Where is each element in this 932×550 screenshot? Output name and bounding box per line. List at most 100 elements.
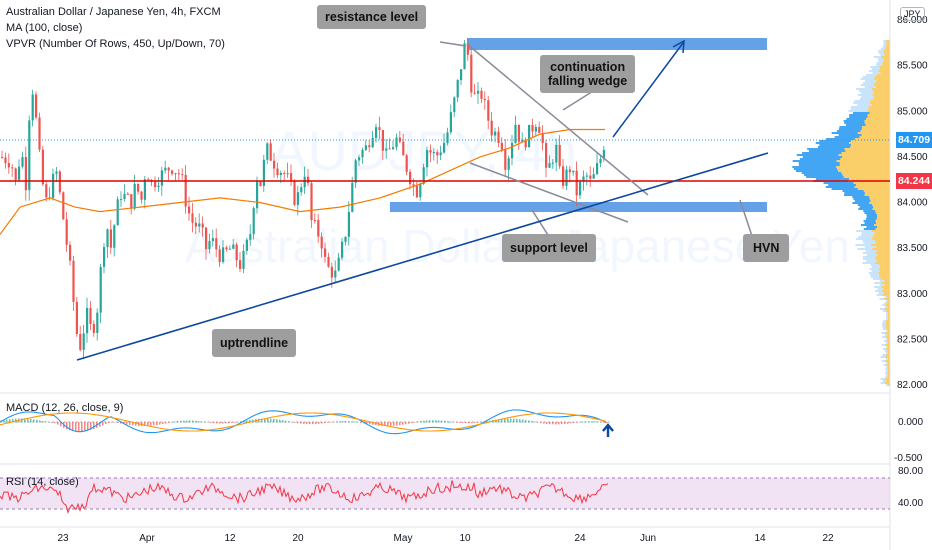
vp-bar-yellow	[879, 270, 890, 272]
vp-bar-blue	[882, 328, 887, 330]
vp-bar-blue	[799, 158, 841, 160]
wedge-lower-line[interactable]	[469, 162, 629, 223]
vp-bar-yellow	[883, 50, 890, 52]
support-label[interactable]: support level	[502, 234, 596, 262]
macd-bar	[219, 422, 221, 424]
vp-bar-blue	[886, 366, 888, 368]
macd-bar	[54, 422, 56, 424]
resistance-zone[interactable]	[467, 38, 767, 50]
vp-bar-blue	[870, 66, 880, 68]
macd-bar	[555, 422, 557, 425]
macd-bar	[276, 419, 278, 423]
macd-bar	[438, 420, 440, 423]
vp-bar-blue	[864, 212, 876, 214]
time-axis[interactable]: 23 Apr 12 20 May 10 24 Jun 14 22	[57, 533, 834, 544]
macd-bar	[21, 418, 23, 423]
vp-bar-blue	[878, 50, 884, 52]
macd-bar	[591, 421, 593, 423]
vp-bar-blue	[853, 102, 870, 104]
hvn-label[interactable]: HVN	[743, 234, 790, 262]
macd-bar	[213, 422, 215, 424]
vp-bar-yellow	[874, 92, 890, 94]
wedge-upper-line[interactable]	[466, 43, 649, 196]
macd-bar	[168, 422, 170, 423]
vp-bar-blue	[858, 236, 873, 238]
vp-bar-yellow	[872, 236, 890, 238]
vp-bar-yellow	[886, 320, 890, 322]
macd-bar	[342, 421, 344, 423]
macd-bar	[264, 418, 266, 423]
vp-bar-blue	[880, 356, 885, 358]
candle-body	[279, 172, 282, 176]
vp-bar-yellow	[840, 158, 890, 160]
macd-bar	[414, 422, 416, 423]
macd-bar	[390, 422, 392, 426]
candle-body	[143, 179, 146, 200]
macd-bar	[582, 421, 584, 423]
candle-body	[184, 175, 187, 207]
macd-bar	[336, 421, 338, 423]
candle-body	[307, 176, 310, 184]
vp-bar-blue	[884, 302, 887, 304]
vp-bar-blue	[882, 326, 886, 328]
continuation-label-line2: falling wedge	[548, 74, 628, 88]
candle-body	[592, 174, 595, 179]
level-price-tag: 84.244	[896, 173, 932, 189]
vp-bar-blue	[878, 292, 884, 294]
projection-arrow[interactable]	[612, 42, 684, 138]
macd-bar	[186, 420, 188, 423]
vp-bar-blue	[886, 352, 888, 354]
vp-bar-yellow	[884, 356, 890, 358]
macd-bar	[24, 418, 26, 423]
candle-body	[531, 124, 534, 132]
time-tick-9: 22	[822, 533, 834, 544]
candle-body	[208, 241, 211, 250]
macd-bar	[552, 422, 554, 425]
price-tick-6: 83.000	[897, 289, 928, 300]
support-zone[interactable]	[390, 202, 767, 212]
vp-bar-blue	[868, 272, 879, 274]
uptrend-line[interactable]	[76, 152, 769, 361]
macd-bar	[93, 422, 95, 430]
vp-bar-yellow	[886, 42, 890, 44]
candle-body	[490, 120, 493, 136]
vp-bar-blue	[885, 374, 888, 376]
uptrend-label[interactable]: uptrendline	[212, 329, 297, 357]
vp-bar-blue	[885, 358, 888, 360]
vp-bar-yellow	[875, 252, 890, 254]
candle-body	[120, 199, 123, 201]
rsi-legend: RSI (14, close)	[6, 476, 79, 488]
vp-bar-blue	[863, 258, 876, 260]
vp-bar-yellow	[836, 160, 890, 162]
vp-bar-blue	[885, 372, 888, 374]
macd-bar	[570, 422, 572, 424]
vp-bar-blue	[823, 182, 854, 184]
vp-bar-blue	[806, 176, 844, 178]
macd-bar	[270, 418, 272, 423]
vp-bar-yellow	[887, 358, 890, 360]
vp-bar-yellow	[884, 298, 890, 300]
candle-body	[296, 192, 299, 205]
macd-bar	[381, 422, 383, 426]
vp-bar-blue	[854, 100, 871, 102]
rsi-line	[0, 480, 609, 514]
macd-bar	[294, 422, 296, 423]
candle-body	[596, 163, 599, 175]
continuation-label[interactable]: continuation falling wedge	[540, 55, 636, 93]
macd-bar	[603, 422, 605, 423]
currency-badge[interactable]: JPY	[900, 7, 925, 21]
vp-bar-blue	[839, 126, 863, 128]
macd-bar	[66, 422, 68, 430]
vp-bar-yellow	[887, 334, 890, 336]
vp-bar-yellow	[884, 280, 890, 282]
vp-bar-blue	[870, 264, 880, 266]
price-tick-5: 83.500	[897, 243, 928, 254]
candle-body	[538, 126, 541, 133]
vp-bar-blue	[884, 306, 888, 308]
macd-bar	[426, 420, 428, 423]
vp-bar-yellow	[869, 198, 890, 200]
price-axis[interactable]: 86.00085.50085.00084.50084.00083.50083.0…	[897, 15, 928, 391]
macd-bar	[30, 419, 32, 423]
resistance-label[interactable]: resistance level	[317, 5, 427, 29]
